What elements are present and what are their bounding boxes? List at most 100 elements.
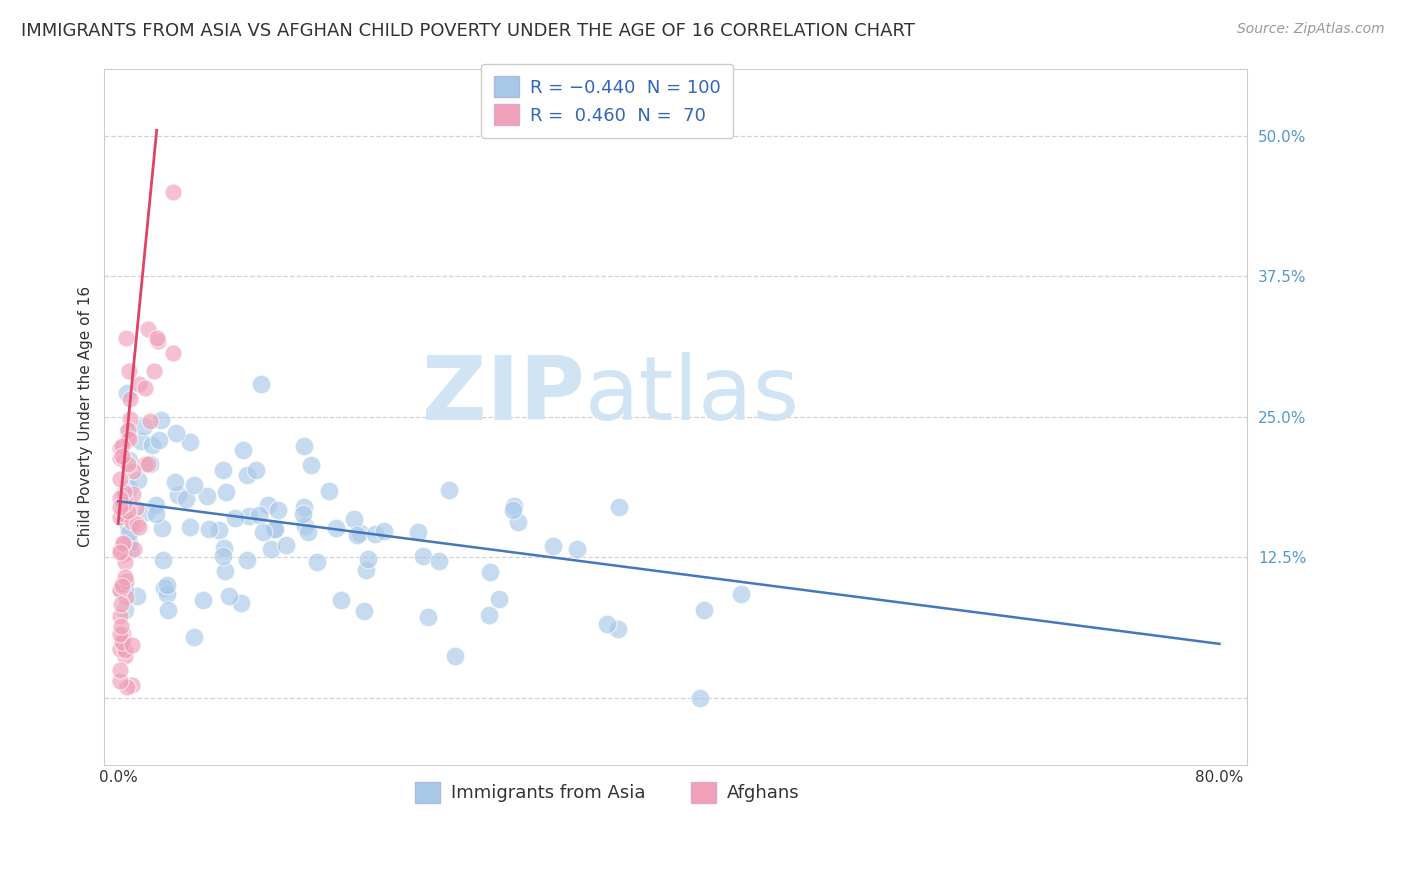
Point xyxy=(118,525,141,540)
Point xyxy=(357,552,380,566)
Point xyxy=(114,494,136,508)
Point xyxy=(128,377,150,392)
Point xyxy=(129,434,152,449)
Point xyxy=(214,564,236,578)
Point xyxy=(108,641,131,656)
Point xyxy=(502,503,524,517)
Point xyxy=(134,457,156,471)
Point xyxy=(118,433,141,447)
Point xyxy=(110,597,132,611)
Point xyxy=(114,331,136,345)
Point xyxy=(218,590,240,604)
Point xyxy=(263,522,285,536)
Point xyxy=(183,630,205,644)
Point xyxy=(108,543,131,558)
Point xyxy=(118,453,141,467)
Point xyxy=(503,499,526,513)
Point xyxy=(195,489,218,503)
Point xyxy=(252,525,274,540)
Point xyxy=(142,364,165,378)
Point xyxy=(149,413,172,427)
Point xyxy=(118,535,141,549)
Point xyxy=(120,542,142,557)
Point xyxy=(291,508,314,522)
Point xyxy=(108,450,131,465)
Point xyxy=(115,508,138,523)
Point xyxy=(325,521,347,535)
Point xyxy=(121,515,143,529)
Point xyxy=(256,498,278,512)
Point xyxy=(108,509,131,524)
Text: atlas: atlas xyxy=(585,352,800,440)
Point xyxy=(108,609,131,624)
Point xyxy=(108,673,131,688)
Point xyxy=(115,680,138,694)
Point xyxy=(134,381,156,395)
Point xyxy=(212,549,235,563)
Point xyxy=(156,587,179,601)
Point xyxy=(292,439,315,453)
Point xyxy=(183,478,205,492)
Point xyxy=(114,648,136,663)
Point xyxy=(349,526,371,541)
Point xyxy=(212,541,235,555)
Point xyxy=(145,507,167,521)
Point xyxy=(136,458,159,472)
Point xyxy=(353,604,375,618)
Point xyxy=(112,497,135,511)
Point xyxy=(121,678,143,692)
Point xyxy=(364,527,387,541)
Point xyxy=(114,582,136,597)
Point xyxy=(224,511,246,525)
Legend: Immigrants from Asia, Afghans: Immigrants from Asia, Afghans xyxy=(402,769,813,815)
Point xyxy=(292,500,315,514)
Point xyxy=(607,500,630,514)
Point xyxy=(297,525,319,540)
Point xyxy=(437,483,460,497)
Point xyxy=(236,553,259,567)
Text: IMMIGRANTS FROM ASIA VS AFGHAN CHILD POVERTY UNDER THE AGE OF 16 CORRELATION CHA: IMMIGRANTS FROM ASIA VS AFGHAN CHILD POV… xyxy=(21,22,915,40)
Point xyxy=(114,555,136,569)
Point xyxy=(267,503,290,517)
Y-axis label: Child Poverty Under the Age of 16: Child Poverty Under the Age of 16 xyxy=(79,286,93,548)
Point xyxy=(108,582,131,596)
Point xyxy=(543,539,565,553)
Point xyxy=(488,591,510,606)
Point xyxy=(111,537,134,551)
Point xyxy=(596,616,619,631)
Point xyxy=(145,331,167,345)
Point xyxy=(118,411,141,425)
Point xyxy=(179,434,201,449)
Point xyxy=(305,555,328,569)
Point xyxy=(235,467,257,482)
Point xyxy=(156,578,179,592)
Point xyxy=(152,552,174,566)
Point xyxy=(250,377,273,392)
Point xyxy=(152,581,174,595)
Point xyxy=(150,521,173,535)
Point xyxy=(506,515,529,529)
Point xyxy=(299,458,322,472)
Point xyxy=(114,603,136,617)
Point xyxy=(125,516,148,531)
Point xyxy=(294,518,316,533)
Point xyxy=(114,490,136,504)
Point xyxy=(110,582,132,597)
Point xyxy=(238,509,260,524)
Point xyxy=(139,457,162,471)
Point xyxy=(118,481,141,495)
Point xyxy=(114,570,136,584)
Point xyxy=(693,603,716,617)
Point xyxy=(356,563,378,577)
Point xyxy=(689,690,711,705)
Text: ZIP: ZIP xyxy=(422,352,585,440)
Point xyxy=(108,627,131,641)
Point xyxy=(122,486,145,500)
Point xyxy=(117,457,139,471)
Point xyxy=(229,596,252,610)
Point xyxy=(179,520,201,534)
Point xyxy=(245,462,267,476)
Point xyxy=(117,423,139,437)
Point xyxy=(730,586,752,600)
Point xyxy=(162,185,184,199)
